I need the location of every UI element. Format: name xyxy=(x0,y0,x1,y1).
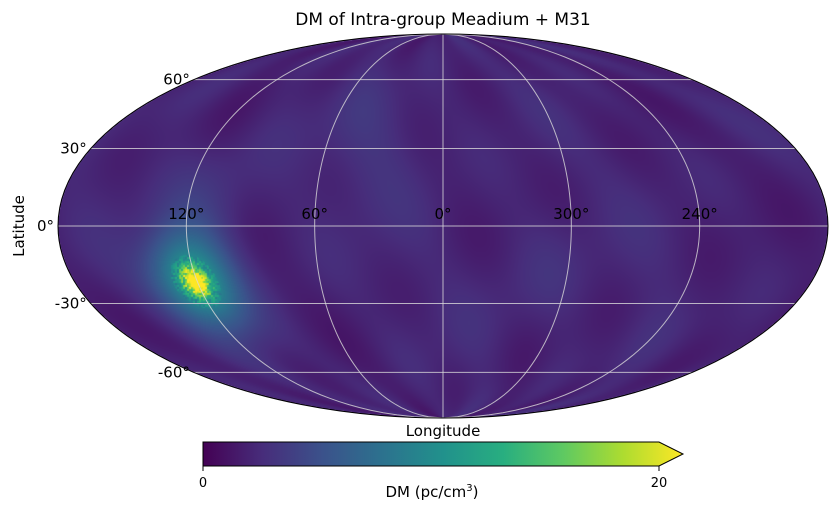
longitude-tick-label: 60° xyxy=(301,205,328,223)
y-axis-label: Latitude xyxy=(10,195,28,257)
latitude-tick-label: -30° xyxy=(55,295,87,313)
map-border xyxy=(57,33,829,419)
longitude-tick-label: 0° xyxy=(434,205,451,223)
colorbar-label: DM (pc/cm3) xyxy=(385,483,478,501)
colorbar-tick-label-max: 20 xyxy=(651,476,668,491)
graticule xyxy=(58,33,828,419)
colorbar-label-prefix: DM (pc/cm xyxy=(385,483,466,501)
colorbar-label-exponent: 3 xyxy=(466,483,472,494)
colorbar-tick-label-min: 0 xyxy=(199,476,207,491)
x-axis-label: Longitude xyxy=(406,422,481,440)
longitude-tick-label: 300° xyxy=(553,205,589,223)
chart-title: DM of Intra-group Meadium + M31 xyxy=(295,10,590,30)
colorbar-label-suffix: ) xyxy=(473,483,479,501)
latitude-tick-label: 60° xyxy=(163,71,190,89)
longitude-tick-label: 240° xyxy=(682,205,718,223)
latitude-tick-label: 30° xyxy=(60,139,87,157)
latitude-tick-label: 0° xyxy=(37,217,54,235)
longitude-tick-label: 120° xyxy=(168,205,204,223)
latitude-tick-label: -60° xyxy=(158,363,190,381)
longitude-tick-labels: 120° 60° 0° 300° 240° xyxy=(168,205,718,223)
colorbar: 0 20 DM (pc/cm3) xyxy=(199,441,685,501)
latitude-tick-labels: 60° 30° 0° -30° -60° xyxy=(37,71,190,382)
colorbar-body xyxy=(202,441,685,467)
